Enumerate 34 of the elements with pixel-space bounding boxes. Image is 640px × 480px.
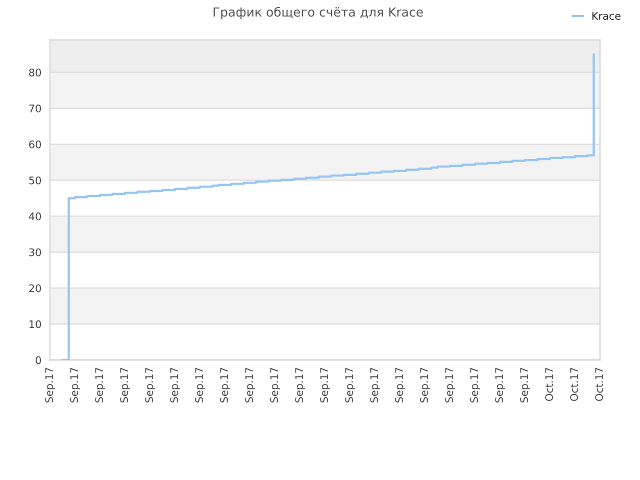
x-tick-label: Oct.17 <box>595 368 604 401</box>
y-tick-label: 0 <box>36 356 41 364</box>
x-tick-label: Sep.17 <box>370 368 380 402</box>
x-tick-label: Sep.17 <box>445 368 456 402</box>
y-tick-label: 10 <box>30 320 41 328</box>
x-tick-label: Sep.17 <box>195 368 206 402</box>
x-tick-label: Sep.17 <box>345 368 356 402</box>
x-tick-label: Oct.17 <box>570 368 578 401</box>
x-tick-label: Sep.17 <box>120 368 130 402</box>
y-tick-label: 70 <box>29 104 41 112</box>
x-tick-label: Sep.17 <box>470 368 480 402</box>
x-tick-label: Sep.17 <box>220 368 230 402</box>
y-tick-label: 60 <box>29 140 41 148</box>
y-tick-label: 40 <box>28 212 41 220</box>
x-tick-label: Sep.17 <box>245 368 256 402</box>
x-tick-label: Sep.17 <box>295 368 306 402</box>
x-tick-label: Sep.17 <box>495 368 506 402</box>
y-tick-label: 20 <box>29 284 41 292</box>
x-tick-label: Oct.17 <box>545 368 554 401</box>
x-tick-label: Sep.17 <box>270 368 280 402</box>
y-tick-label: 30 <box>29 248 41 256</box>
x-tick-label: Sep.17 <box>145 368 156 402</box>
x-tick-label: Sep.17 <box>420 368 430 402</box>
x-tick-label: Sep.17 <box>70 368 80 402</box>
y-tick-label: 50 <box>29 176 41 184</box>
x-tick-label: Sep.17 <box>520 368 530 402</box>
legend-label: Krace <box>592 12 620 20</box>
x-tick-label: Sep.17 <box>395 368 406 402</box>
x-tick-label: Sep.17 <box>45 368 56 402</box>
y-tick-label: 80 <box>29 68 41 76</box>
x-tick-label: Sep.17 <box>95 368 106 402</box>
x-tick-label: Sep.17 <box>170 368 180 402</box>
chart-title: График общего счёта для Krace <box>214 6 423 20</box>
x-tick-label: Sep.17 <box>320 368 330 402</box>
